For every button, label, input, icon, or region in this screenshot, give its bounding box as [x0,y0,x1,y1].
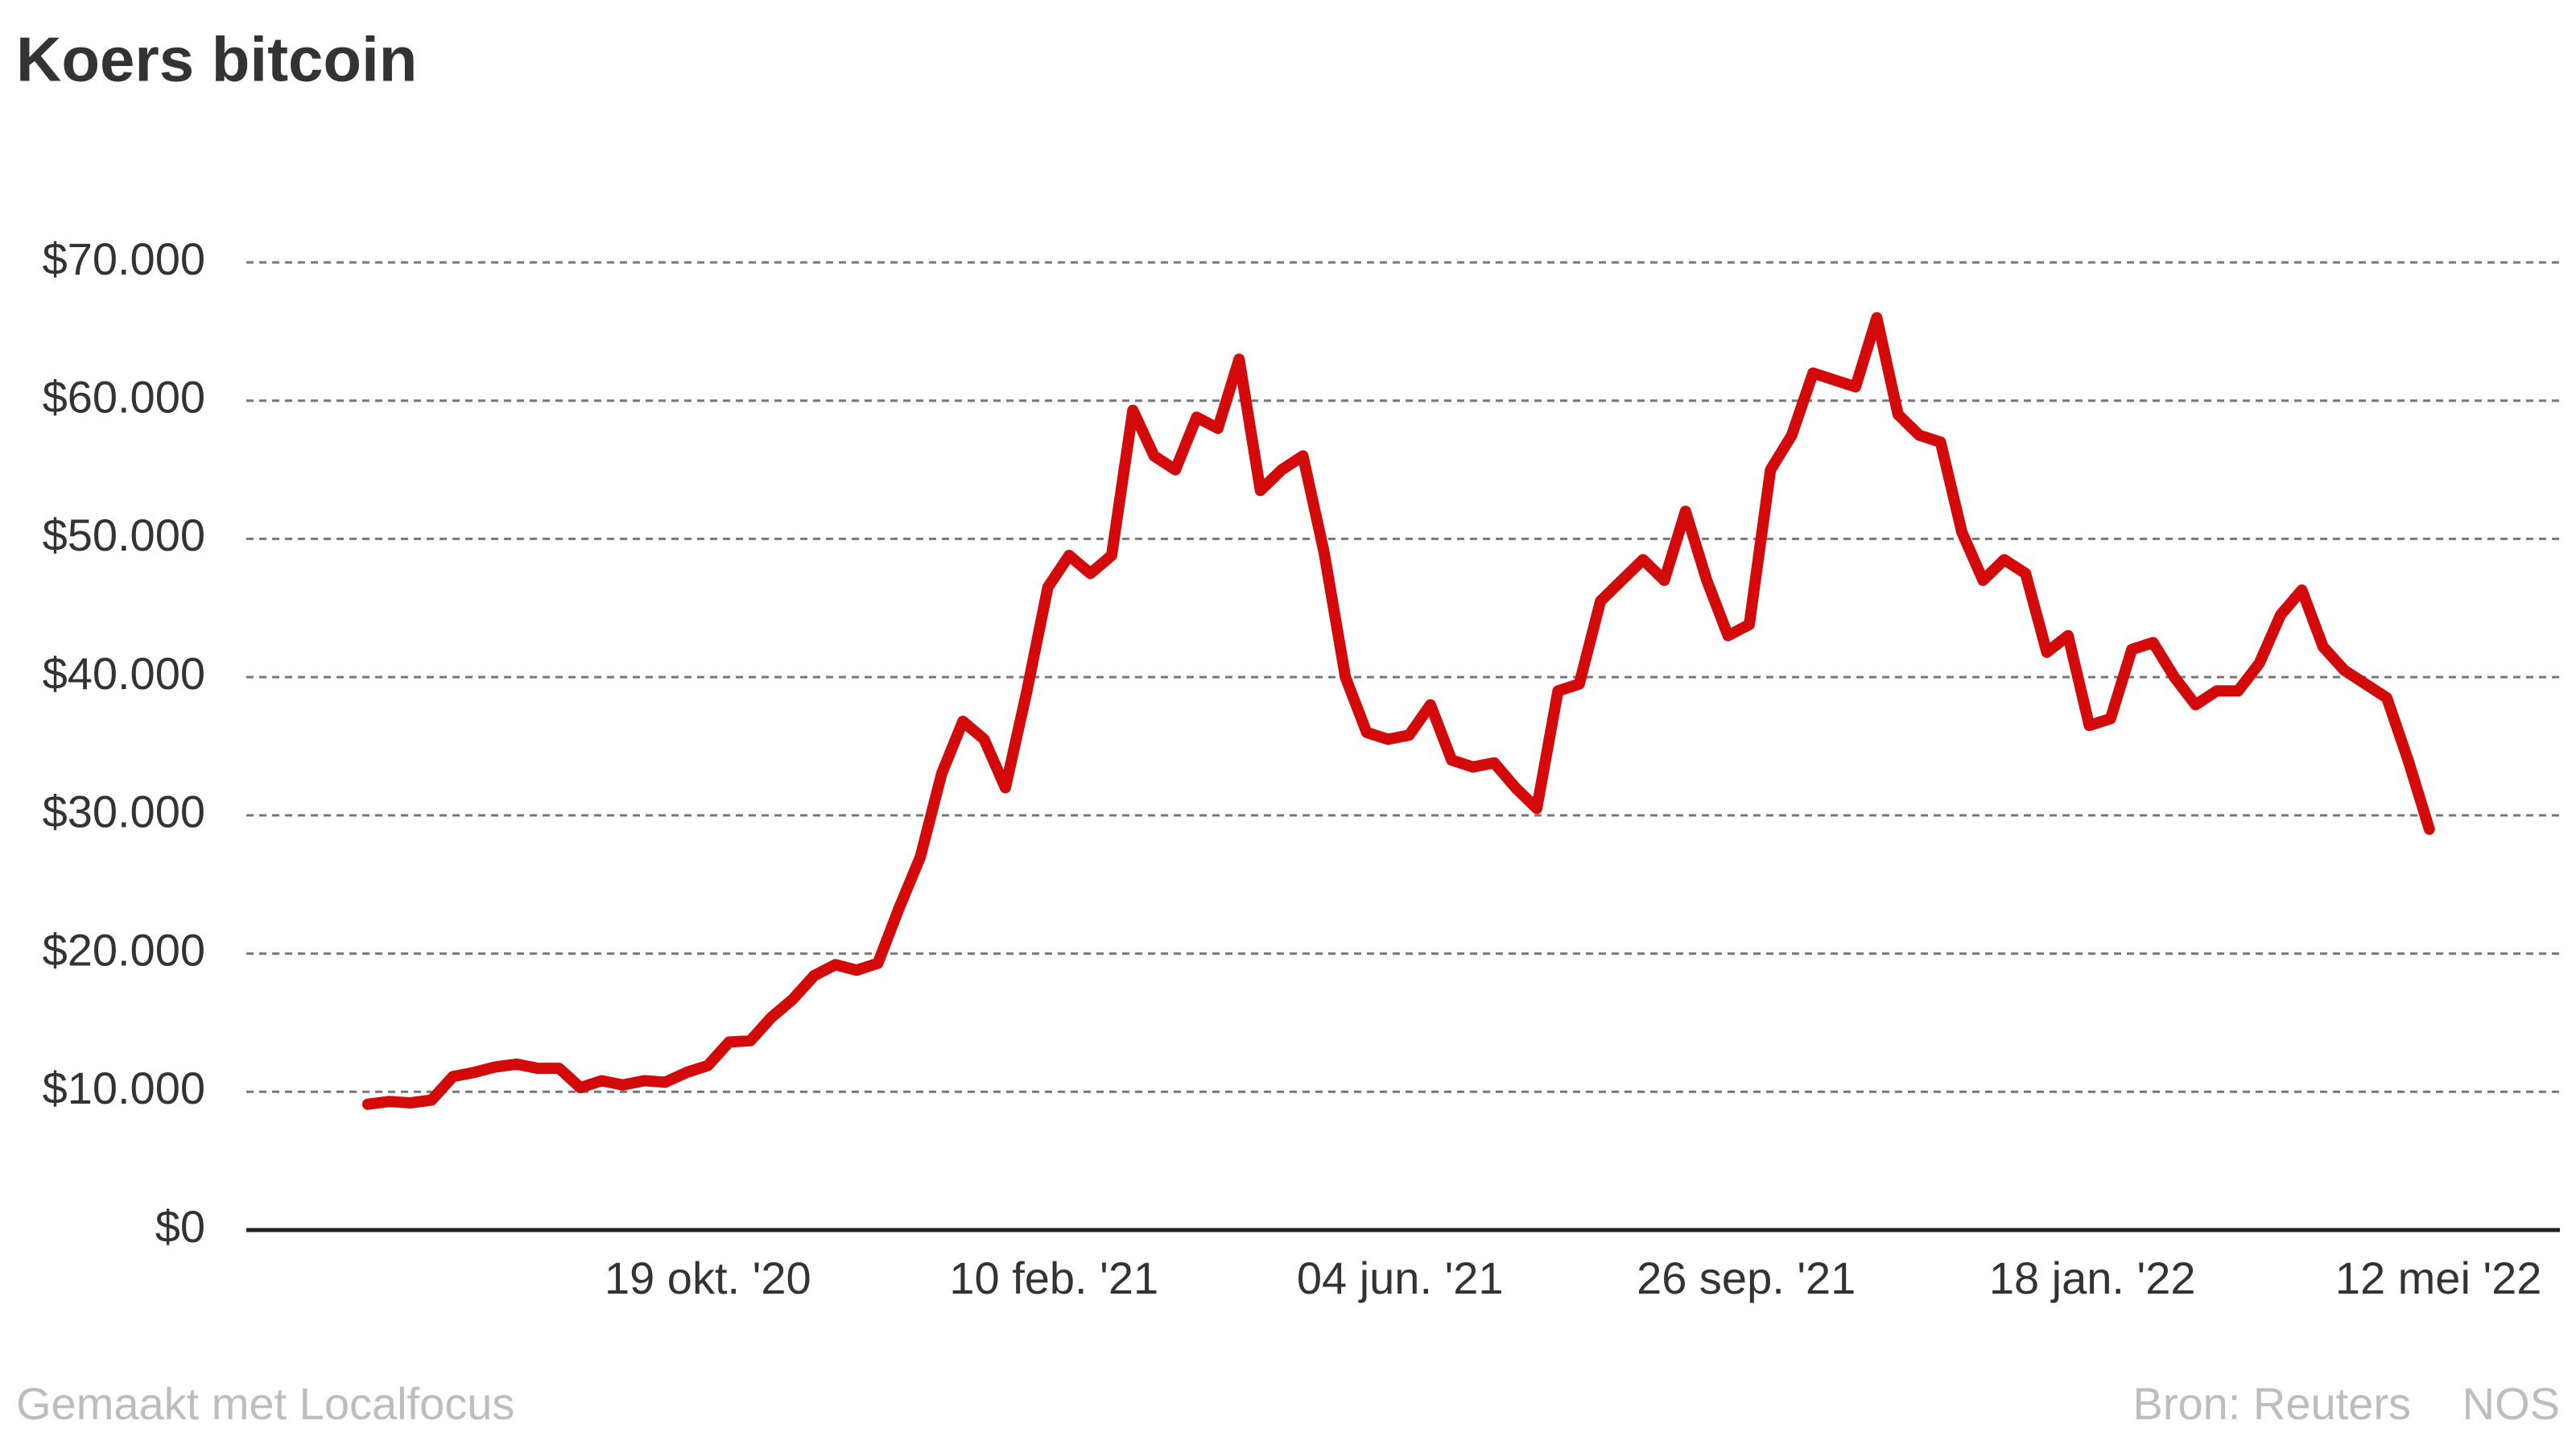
y-tick-label: $60.000 [43,372,205,423]
x-tick-label: 12 mei '22 [2335,1253,2542,1303]
publisher: NOS [2462,1378,2560,1429]
y-tick-label: $50.000 [43,510,205,560]
credit: Gemaakt met Localfocus [16,1378,514,1429]
x-tick-label: 19 okt. '20 [605,1253,811,1303]
y-tick-label: $40.000 [43,648,205,699]
x-tick-label: 26 sep. '21 [1637,1253,1856,1303]
price-line [361,312,2435,1110]
y-tick-label: $0 [155,1201,205,1252]
source: Bron: Reuters [2133,1378,2412,1429]
chart-title: Koers bitcoin [16,24,417,95]
y-tick-label: $10.000 [43,1063,205,1113]
x-tick-label: 04 jun. '21 [1297,1253,1504,1303]
y-tick-label: $30.000 [43,786,205,837]
y-tick-label: $20.000 [43,924,205,975]
y-tick-label: $70.000 [43,233,205,284]
x-tick-label: 18 jan. '22 [1989,1253,2196,1303]
x-tick-label: 10 feb. '21 [949,1253,1158,1303]
